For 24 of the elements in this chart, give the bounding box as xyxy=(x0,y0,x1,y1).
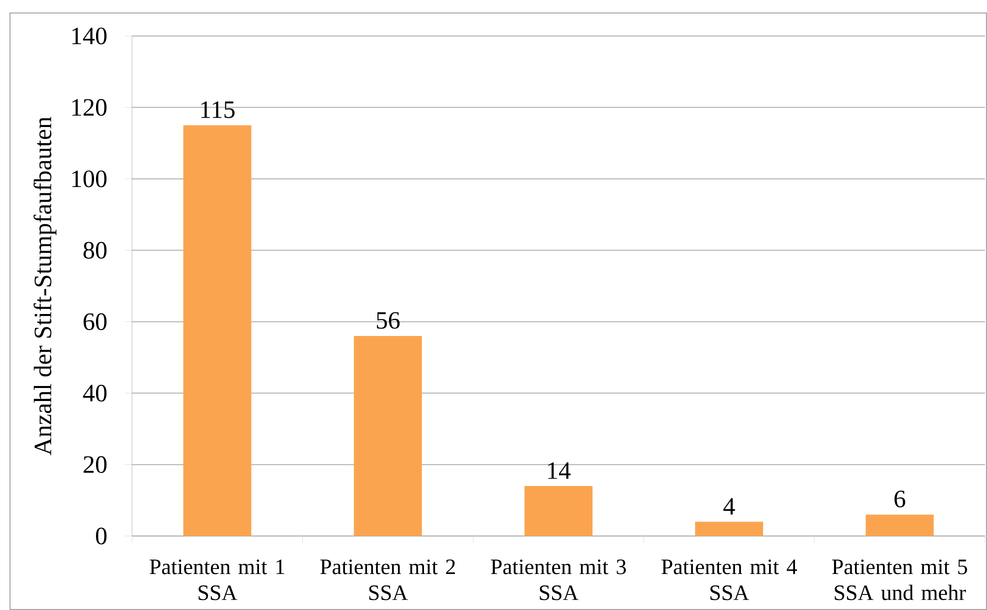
bar xyxy=(524,486,593,536)
bar xyxy=(183,125,252,536)
x-tick-label: Patienten mit 2 SSA xyxy=(320,560,455,600)
y-axis-title: Anzahl der Stift-Stumpfaufbauten xyxy=(34,116,56,456)
data-label: 14 xyxy=(548,462,571,479)
bar xyxy=(866,514,934,536)
data-label: 115 xyxy=(201,101,235,118)
data-label: 6 xyxy=(894,490,906,508)
y-tick-label: 80 xyxy=(84,242,107,259)
x-tick-label: Patienten mit 4 SSA xyxy=(662,560,797,600)
x-tick-label: Patienten mit 1 SSA xyxy=(150,560,284,600)
x-tick-label: Patienten mit 5 SSA und mehr xyxy=(832,560,968,600)
bar xyxy=(354,336,422,536)
bar xyxy=(695,522,764,536)
x-tick-label: Patienten mit 3 SSA xyxy=(490,560,626,600)
y-tick-label: 60 xyxy=(84,313,107,330)
y-tick-label: 120 xyxy=(72,99,107,116)
y-tick-label: 100 xyxy=(72,170,107,188)
y-tick-label: 0 xyxy=(96,528,107,544)
y-tick-label: 20 xyxy=(84,456,107,473)
y-tick-label: 40 xyxy=(83,384,107,402)
data-label: 56 xyxy=(376,312,400,329)
data-label: 4 xyxy=(723,498,735,515)
y-tick-label: 140 xyxy=(72,28,107,44)
